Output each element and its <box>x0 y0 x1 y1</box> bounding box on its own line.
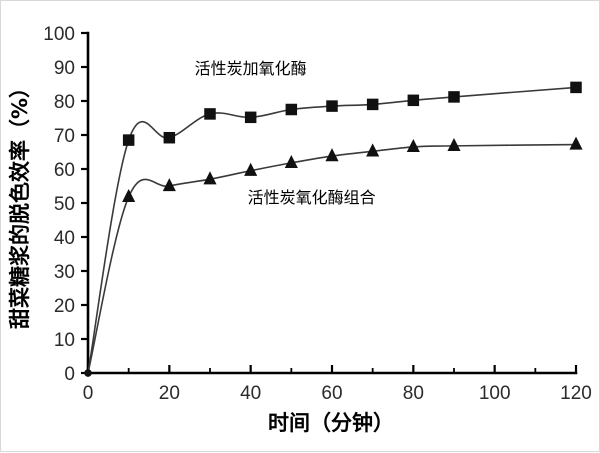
y-tick-label-20: 20 <box>54 296 75 317</box>
data-point-triangle-80 <box>406 138 420 153</box>
x-tick-label-120: 120 <box>560 383 592 404</box>
data-point-square-40 <box>244 111 257 124</box>
x-tick-label-100: 100 <box>479 383 511 404</box>
data-point-triangle-90 <box>447 137 461 151</box>
series-line-2 <box>87 143 577 374</box>
x-tick-label-80: 80 <box>403 383 424 404</box>
data-point-triangle-30 <box>203 171 217 185</box>
x-tick-label-0: 0 <box>83 383 94 404</box>
x-tick-label-60: 60 <box>321 383 342 404</box>
y-tick-label-100: 100 <box>43 24 75 45</box>
x-axis-title: 时间（分钟） <box>268 411 394 435</box>
y-tick-label-50: 50 <box>54 194 75 215</box>
series-markers <box>84 81 583 377</box>
series-lines <box>87 86 577 374</box>
y-tick-label-30: 30 <box>54 262 75 283</box>
data-point-triangle-60 <box>325 148 339 162</box>
y-tick-label-0: 0 <box>64 364 75 385</box>
data-point-square-90 <box>448 91 460 103</box>
y-axis-tick-labels: 0 10 20 30 40 50 60 70 80 90 100 <box>43 24 75 385</box>
data-point-origin <box>84 369 92 377</box>
data-point-square-20 <box>163 131 176 144</box>
y-axis-title: 甜菜糖浆的脱色效率（%） <box>8 77 32 329</box>
data-point-triangle-40 <box>244 162 258 176</box>
y-tick-label-70: 70 <box>54 126 75 147</box>
data-point-square-10 <box>122 134 135 146</box>
data-point-triangle-50 <box>284 154 298 168</box>
x-tick-label-40: 40 <box>240 383 261 404</box>
data-point-square-120 <box>570 81 582 94</box>
y-tick-label-60: 60 <box>54 160 75 181</box>
data-point-square-70 <box>366 98 379 111</box>
x-tick-label-20: 20 <box>159 383 180 404</box>
y-tick-label-10: 10 <box>54 330 75 351</box>
x-axis-tick-labels: 0 20 40 60 80 100 120 <box>83 383 592 404</box>
series-label-lower: 活性炭氧化酶组合 <box>248 188 376 207</box>
series-label-upper: 活性炭加氧化酶 <box>195 59 307 78</box>
data-point-square-30 <box>204 108 216 120</box>
series-line-1 <box>87 86 577 374</box>
y-tick-label-90: 90 <box>54 58 75 79</box>
data-point-triangle-120 <box>569 136 583 150</box>
y-tick-label-80: 80 <box>54 92 75 113</box>
data-point-square-50 <box>285 103 298 116</box>
data-point-triangle-20 <box>162 178 176 192</box>
data-point-square-80 <box>407 94 420 107</box>
y-tick-label-40: 40 <box>54 228 75 249</box>
data-point-triangle-10 <box>122 188 136 202</box>
data-point-triangle-70 <box>366 143 380 157</box>
data-point-square-60 <box>326 100 338 112</box>
